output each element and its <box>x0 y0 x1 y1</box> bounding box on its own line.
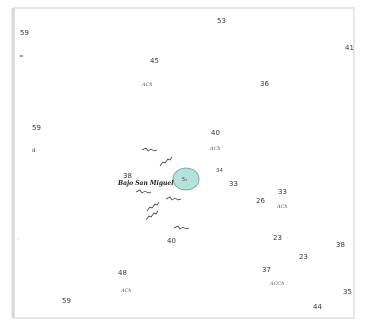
sounding: 37 <box>262 266 271 274</box>
sounding: 34 <box>216 168 223 174</box>
bottom-code: ACh <box>141 82 153 88</box>
sounding: 53 <box>217 17 226 25</box>
sounding: 33 <box>278 188 287 196</box>
sounding: 59 <box>32 124 41 132</box>
shoal-depth-label: 5₂ <box>182 177 187 183</box>
edge-mark: = <box>19 54 24 60</box>
wreck-symbol <box>145 210 159 221</box>
sounding: 38 <box>123 172 132 180</box>
bottom-code: ACh <box>209 146 221 152</box>
wreck-symbol <box>173 225 190 230</box>
bottom-code: ACh <box>120 288 132 294</box>
sounding: 48 <box>118 269 127 277</box>
sounding: 44 <box>313 303 322 311</box>
sounding: 41 <box>345 44 354 52</box>
shoal-area[interactable] <box>172 167 200 191</box>
sounding: 45 <box>150 57 159 65</box>
sounding: 59 <box>62 297 71 305</box>
edge-mark: d <box>32 148 36 154</box>
sounding: 23 <box>299 253 308 261</box>
sounding: 59 <box>20 29 29 37</box>
sounding: 35 <box>343 288 352 296</box>
wreck-symbol <box>135 189 152 194</box>
bottom-code: ACCh <box>269 281 284 287</box>
sounding: 40 <box>167 237 176 245</box>
sounding: 38 <box>336 241 345 249</box>
sounding: 26 <box>256 197 265 205</box>
edge-mark: . <box>17 236 19 242</box>
sounding: 33 <box>229 180 238 188</box>
wreck-symbol <box>146 201 160 212</box>
bottom-code: ACh <box>276 204 288 210</box>
wreck-symbol <box>165 196 182 201</box>
sounding: 36 <box>260 80 269 88</box>
place-label-bajo-san-miguel: Bajo San Miguel <box>117 180 174 187</box>
wreck-symbol <box>159 156 173 167</box>
sounding: 40 <box>211 129 220 137</box>
wreck-symbol <box>141 147 158 152</box>
wreck-symbols <box>135 147 190 230</box>
sounding: 23 <box>273 234 282 242</box>
